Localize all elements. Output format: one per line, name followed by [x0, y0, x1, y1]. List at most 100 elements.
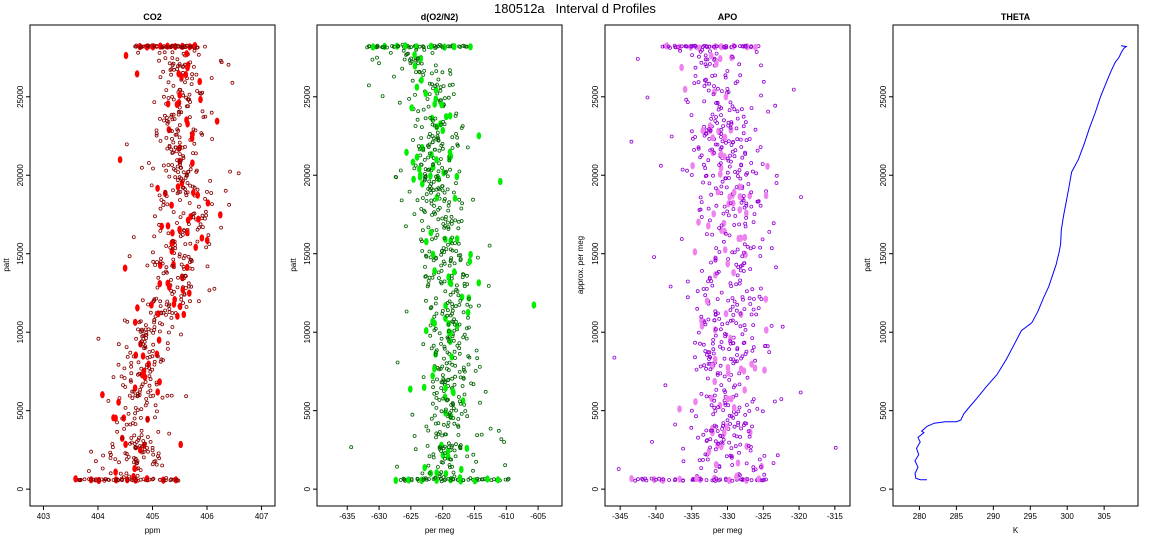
- apo-data-point: [712, 88, 717, 96]
- o2n2-data-point: [474, 459, 479, 464]
- o2n2-data-point: [412, 166, 417, 171]
- co2-data-point: [150, 367, 155, 372]
- co2-data-point: [170, 263, 175, 268]
- o2n2-data-point: [455, 289, 460, 294]
- apo-data-point: [707, 45, 712, 49]
- o2n2-data-point: [471, 468, 475, 473]
- o2n2-data-point: [445, 308, 450, 313]
- co2-data-point: [162, 50, 167, 55]
- o2n2-data-point: [413, 124, 418, 128]
- co2-data-point: [210, 202, 214, 207]
- o2n2-data-point: [403, 224, 408, 229]
- o2n2-data-point: [434, 125, 439, 130]
- co2-data-point: [160, 463, 165, 468]
- o2n2-data-point: [435, 134, 440, 139]
- co2-data-point: [179, 179, 185, 187]
- co2-data-point: [198, 222, 203, 227]
- o2n2-data-point: [427, 151, 432, 156]
- apo-data-point: [704, 352, 709, 357]
- o2n2-data-point: [427, 179, 432, 184]
- apo-data-point: [697, 54, 701, 59]
- apo-data-point: [732, 299, 737, 304]
- apo-data-point: [762, 472, 767, 477]
- co2-ytick-label: 10000: [16, 321, 25, 344]
- apo-data-point: [705, 438, 709, 443]
- co2-data-point: [166, 330, 171, 335]
- co2-data-point: [166, 96, 171, 100]
- apo-data-point: [714, 186, 718, 191]
- co2-data-point: [114, 478, 118, 483]
- co2-data-point: [149, 183, 154, 188]
- apo-data-point: [726, 213, 731, 218]
- o2n2-data-point: [433, 116, 438, 121]
- co2-data-point: [171, 112, 176, 117]
- apo-data-point: [753, 127, 758, 132]
- o2n2-data-point: [431, 258, 436, 263]
- co2-data-point: [158, 206, 163, 211]
- apo-data-point: [735, 302, 740, 307]
- o2n2-data-point: [446, 378, 450, 383]
- co2-data-point: [169, 315, 174, 320]
- apo-data-point: [779, 397, 784, 402]
- co2-data-point: [145, 478, 150, 483]
- co2-data-point: [180, 286, 186, 294]
- co2-data-point: [178, 162, 182, 167]
- apo-ytick-label: 25000: [591, 85, 600, 108]
- apo-data-point: [707, 181, 712, 186]
- co2-data-point: [178, 45, 183, 49]
- co2-data-point: [230, 80, 235, 85]
- o2n2-data-point: [454, 249, 459, 254]
- o2n2-data-point: [451, 268, 457, 276]
- apo-data-point: [730, 463, 735, 467]
- co2-data-point: [169, 477, 174, 482]
- co2-data-point: [100, 391, 105, 399]
- co2-data-point: [175, 221, 179, 225]
- apo-data-point: [748, 246, 753, 251]
- o2n2-data-point: [450, 308, 455, 313]
- o2n2-data-point: [444, 361, 449, 366]
- o2n2-data-point: [442, 356, 446, 361]
- apo-data-point: [731, 268, 736, 277]
- co2-data-point: [177, 135, 182, 140]
- co2-data-point: [175, 158, 180, 163]
- o2n2-data-point: [419, 180, 425, 188]
- apo-data-point: [709, 403, 714, 408]
- o2n2-data-point: [464, 336, 469, 341]
- o2n2-data-point: [434, 156, 439, 164]
- co2-data-point: [134, 336, 139, 341]
- co2-data-point: [97, 478, 101, 483]
- co2-data-point: [208, 178, 213, 183]
- apo-data-point: [741, 297, 745, 302]
- o2n2-data-point: [439, 263, 444, 268]
- co2-data-point: [165, 202, 170, 207]
- apo-data-point: [758, 203, 763, 208]
- o2n2-data-point: [447, 112, 453, 120]
- o2n2-data-point: [433, 326, 438, 331]
- co2-data-point: [177, 254, 182, 259]
- o2n2-data-point: [415, 476, 420, 481]
- apo-data-point: [695, 306, 700, 311]
- o2n2-data-point: [419, 136, 424, 141]
- apo-data-point: [749, 190, 754, 195]
- co2-data-point: [181, 301, 186, 305]
- apo-data-point: [769, 246, 774, 251]
- co2-xtick-label: 406: [200, 512, 214, 521]
- co2-data-point: [183, 45, 188, 49]
- co2-data-point: [119, 374, 124, 379]
- o2n2-data-point: [428, 172, 433, 180]
- apo-data-point: [657, 476, 661, 481]
- apo-data-point: [730, 54, 735, 59]
- co2-data-point: [166, 231, 171, 236]
- co2-data-point: [140, 352, 146, 360]
- co2-data-point: [176, 275, 180, 280]
- apo-data-point: [689, 113, 694, 117]
- apo-data-point: [685, 168, 689, 173]
- co2-data-point: [181, 156, 186, 160]
- co2-data-point: [164, 302, 169, 307]
- apo-data-point: [711, 337, 716, 342]
- apo-data-point: [710, 134, 715, 142]
- co2-data-point: [165, 393, 170, 398]
- co2-data-point: [178, 158, 183, 163]
- co2-data-point: [192, 141, 197, 146]
- o2n2-ytick-label: 20000: [303, 164, 312, 187]
